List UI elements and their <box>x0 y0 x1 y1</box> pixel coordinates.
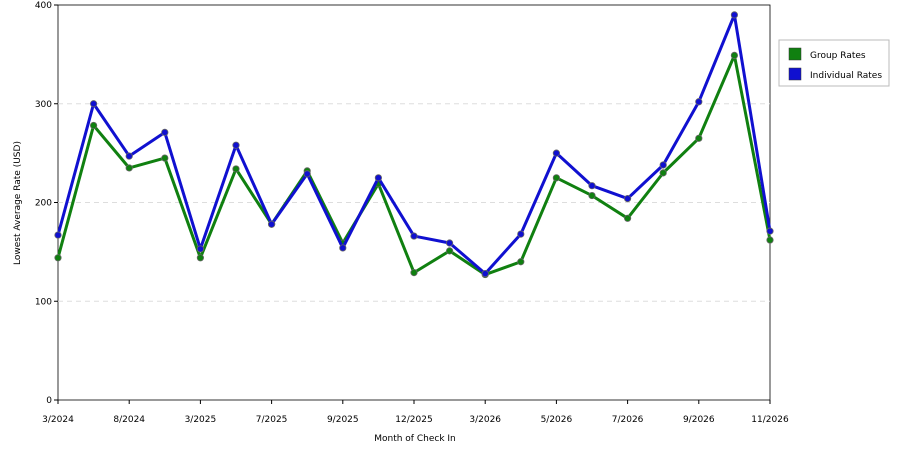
data-point <box>90 100 98 108</box>
data-point <box>90 121 98 130</box>
data-point <box>766 236 774 244</box>
data-point <box>125 164 133 172</box>
legend-swatch <box>788 67 802 81</box>
x-axis-label: Month of Check In <box>374 434 456 444</box>
data-point <box>161 154 169 162</box>
data-point <box>54 254 62 262</box>
data-point <box>695 98 703 106</box>
x-tick-label: 7/2026 <box>612 415 644 425</box>
x-tick-label: 9/2026 <box>683 415 715 425</box>
x-tick-label: 11/2026 <box>751 415 789 425</box>
data-point <box>410 232 418 240</box>
data-point <box>54 231 62 239</box>
x-tick-label: 12/2025 <box>395 415 432 425</box>
data-point <box>695 134 703 142</box>
data-point <box>232 141 240 149</box>
y-axis-label: Lowest Average Rate (USD) <box>13 141 23 265</box>
data-point <box>517 230 525 238</box>
data-point <box>730 51 739 59</box>
data-point <box>730 11 739 19</box>
data-point <box>125 152 133 160</box>
data-point <box>196 245 204 253</box>
data-point <box>303 170 311 178</box>
y-tick-label: 200 <box>35 199 52 209</box>
legend-swatch <box>788 47 802 61</box>
x-tick-label: 7/2025 <box>256 415 288 425</box>
data-point <box>232 165 240 173</box>
data-point <box>766 227 774 235</box>
x-tick-label: 3/2026 <box>469 415 501 425</box>
data-point <box>588 191 596 200</box>
data-point <box>659 169 667 177</box>
legend-label: Individual Rates <box>810 71 882 81</box>
x-tick-label: 5/2026 <box>541 415 573 425</box>
x-tick-label: 9/2025 <box>327 415 359 425</box>
data-point <box>588 182 596 190</box>
y-tick-label: 400 <box>35 1 52 11</box>
data-point <box>623 194 632 203</box>
data-point <box>339 244 347 252</box>
data-point <box>481 269 489 278</box>
data-point <box>161 128 169 136</box>
y-tick-label: 300 <box>35 100 52 110</box>
legend-label: Group Rates <box>810 51 866 61</box>
data-point <box>445 239 454 247</box>
x-tick-label: 8/2024 <box>113 415 145 425</box>
x-tick-label: 3/2025 <box>185 415 217 425</box>
data-point <box>552 174 561 182</box>
data-point <box>410 269 418 277</box>
data-point <box>374 174 382 182</box>
data-point <box>445 247 454 255</box>
y-tick-label: 0 <box>46 396 52 406</box>
data-point <box>552 149 561 157</box>
y-tick-label: 100 <box>35 297 52 307</box>
legend: Group Rates Individual Rates <box>778 39 890 87</box>
data-point <box>623 214 632 222</box>
data-point <box>267 220 276 228</box>
data-point <box>196 254 204 262</box>
x-tick-label: 3/2024 <box>42 415 74 425</box>
data-point <box>517 258 525 266</box>
data-point <box>659 161 667 169</box>
